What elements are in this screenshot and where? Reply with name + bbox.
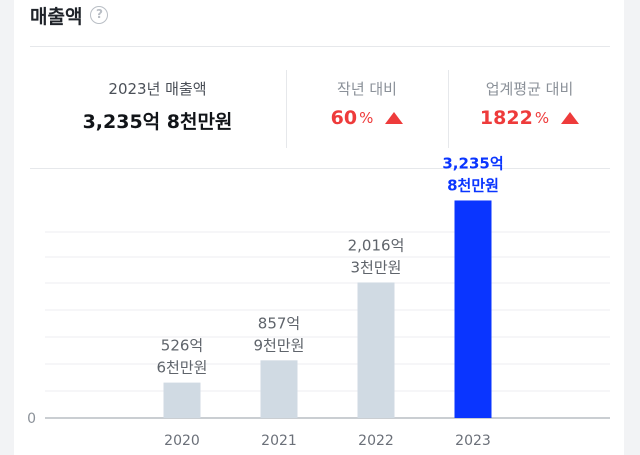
industry-label: 업계평균 대비 [485,80,574,98]
revenue-summary: 2023년 매출액 3,235억 8천만원 [30,70,285,150]
revenue-value: 3,235억 8천만원 [82,111,233,133]
yoy-value: 60 [330,107,358,129]
section-title: 매출액 [30,5,83,28]
bar-2021 [260,360,298,418]
data-label: 9천만원 [254,336,305,354]
x-tick-label: 2023 [455,433,491,449]
x-tick-label: 2022 [358,433,394,449]
x-tick-label: 2020 [164,433,200,449]
bar-2022 [357,282,395,418]
up-triangle-icon [561,112,580,124]
summary-divider [30,168,610,169]
bar-2020 [163,382,201,418]
data-label: 526억 [161,337,203,355]
industry-unit: % [534,109,550,127]
data-label: 857억 [258,314,300,332]
stat-divider [448,70,449,148]
bar-2023 [454,200,492,418]
yoy-summary: 작년 대비 60% [287,70,447,150]
yoy-value-row: 60% [287,107,447,129]
industry-value: 1822 [479,107,533,129]
left-edge [0,0,14,455]
industry-value-row: 1822% [449,107,610,129]
data-label: 6천만원 [157,359,208,377]
up-triangle-icon [385,112,404,124]
y-tick-label: 0 [27,411,36,427]
data-label: 8천만원 [447,176,499,194]
section-header: 매출액 ? [30,0,109,30]
industry-summary: 업계평균 대비 1822% [449,70,610,150]
yoy-label: 작년 대비 [337,80,397,98]
data-label: 2,016억 [348,236,405,254]
stat-divider [286,70,287,148]
question-circle-icon[interactable]: ? [90,6,109,24]
right-edge [624,0,640,455]
header-divider [30,46,610,47]
data-label: 3천만원 [351,258,402,276]
x-tick-label: 2021 [261,433,297,449]
yoy-unit: % [359,109,374,127]
revenue-label: 2023년 매출액 [108,80,207,98]
data-label: 3,235억 [442,154,503,172]
